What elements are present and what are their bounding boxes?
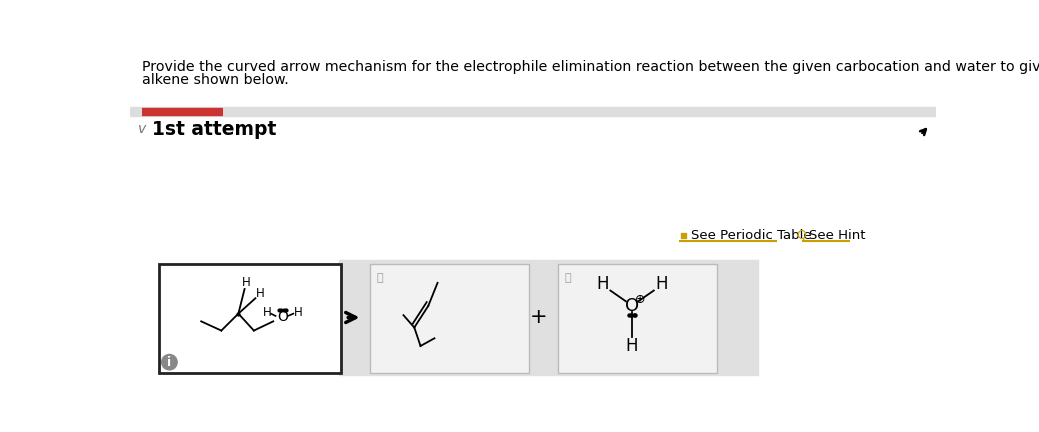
Text: H: H (242, 276, 250, 289)
FancyBboxPatch shape (159, 264, 341, 373)
Text: v: v (137, 122, 145, 136)
Text: Q: Q (796, 229, 805, 241)
Text: ⊕: ⊕ (635, 292, 645, 305)
Text: H: H (625, 337, 638, 355)
Text: See Periodic Table: See Periodic Table (691, 229, 811, 241)
Text: 🔒: 🔒 (564, 273, 571, 283)
Text: H: H (294, 306, 302, 319)
Circle shape (162, 354, 178, 370)
Text: i: i (167, 356, 171, 368)
Text: O: O (277, 311, 288, 324)
Text: H: H (263, 306, 271, 319)
Text: H: H (596, 275, 609, 293)
FancyBboxPatch shape (558, 264, 717, 373)
Text: H: H (656, 275, 668, 293)
Text: Provide the curved arrow mechanism for the electrophile elimination reaction bet: Provide the curved arrow mechanism for t… (141, 60, 1039, 73)
Text: 1st attempt: 1st attempt (152, 120, 276, 139)
Text: O: O (625, 297, 639, 315)
FancyBboxPatch shape (370, 264, 529, 373)
Text: alkene shown below.: alkene shown below. (141, 73, 288, 87)
Text: H: H (256, 287, 265, 300)
Text: +: + (530, 308, 548, 327)
Text: 🔒: 🔒 (376, 273, 383, 283)
Text: See Hint: See Hint (808, 229, 865, 241)
